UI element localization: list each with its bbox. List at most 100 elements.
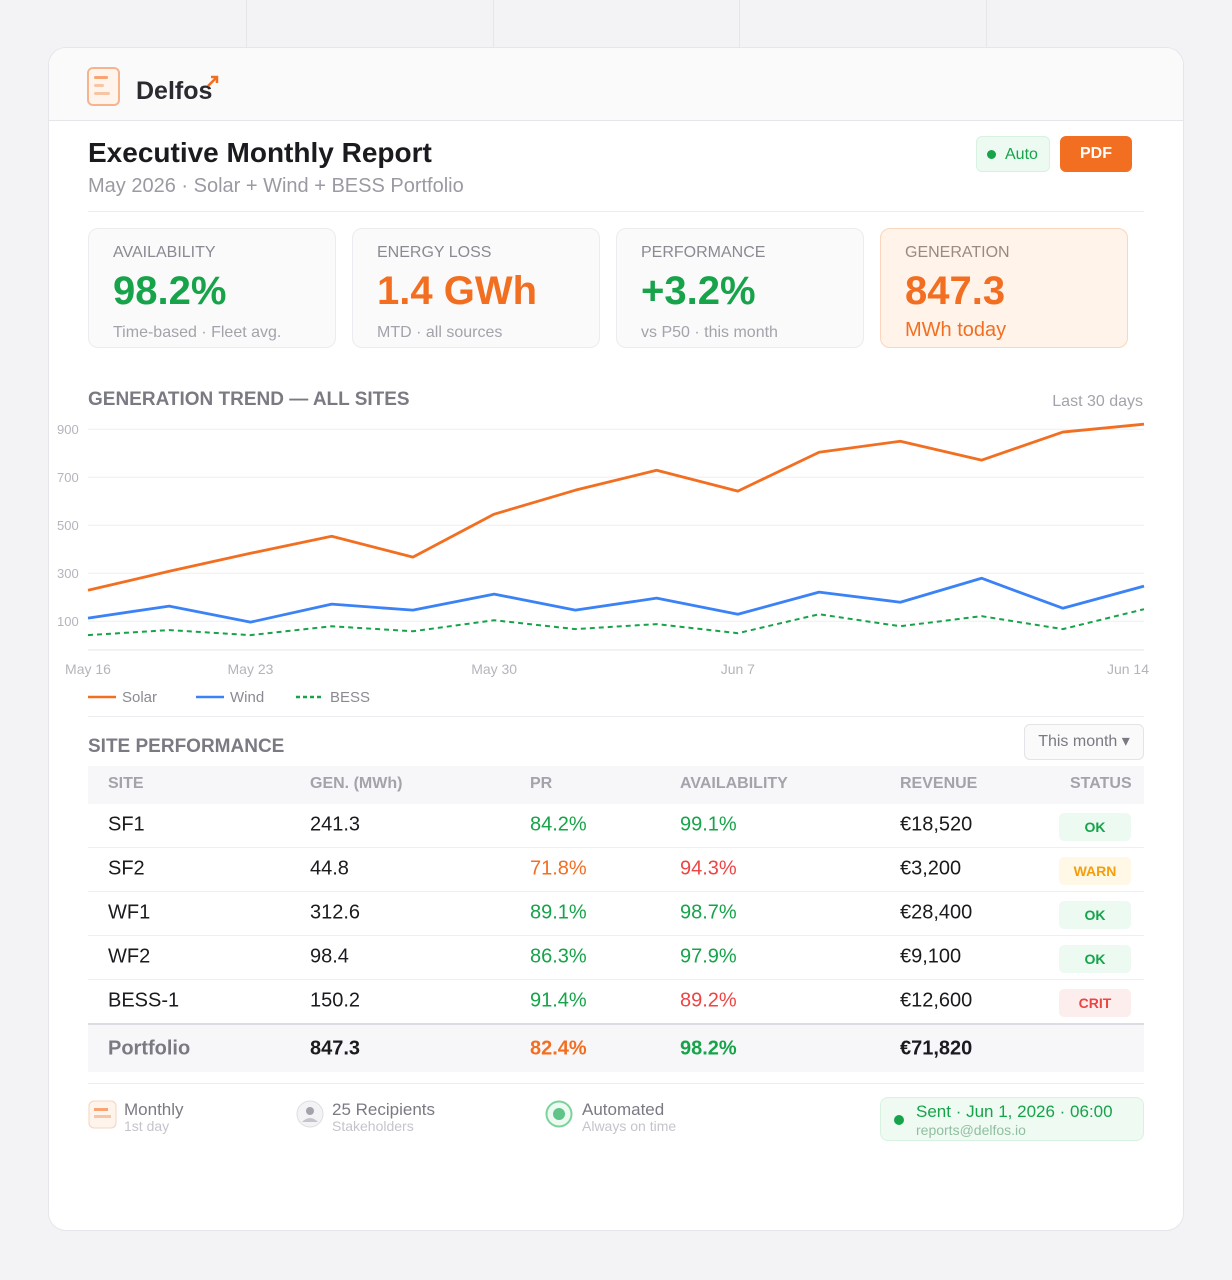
column-header: PR: [530, 775, 553, 792]
sent-box: Sent · Jun 1, 2026 · 06:00 reports@delfos…: [880, 1097, 1144, 1141]
x-tick-label: Jun 7: [721, 661, 755, 677]
status-badge: OK: [1059, 813, 1131, 841]
divider: [88, 716, 1144, 717]
kpi-note: vs P50 · this month: [641, 324, 778, 341]
table-cell: 99.1%: [680, 813, 737, 836]
table-cell: €28,400: [900, 901, 973, 924]
column-header: STATUS: [1070, 775, 1132, 792]
footer-sub: Always on time: [582, 1118, 677, 1134]
logo-icon: [87, 67, 120, 106]
divider: [88, 1083, 1144, 1084]
table-cell: 150.2: [310, 989, 361, 1012]
kpi-label: ENERGY LOSS: [377, 244, 492, 261]
series-line: [87, 422, 1145, 592]
table-cell: WF2: [108, 945, 151, 968]
calendar-icon: [88, 1100, 117, 1129]
total-cell: €71,820: [900, 1037, 973, 1060]
table-cell: 84.2%: [530, 813, 587, 836]
y-tick-label: 700: [57, 470, 79, 485]
total-cell: 98.2%: [680, 1037, 737, 1060]
total-row-bg: [88, 1023, 1144, 1072]
footer-title: Monthly: [124, 1100, 184, 1119]
bg-line: [493, 0, 494, 47]
status-badge: WARN: [1059, 857, 1131, 885]
column-header: REVENUE: [900, 775, 978, 792]
table-title: SITE PERFORMANCE: [88, 736, 285, 757]
table-cell: €12,600: [900, 989, 973, 1012]
brand: Delfos: [136, 77, 213, 105]
row-divider: [88, 935, 1144, 936]
report-title: Executive Monthly Report: [88, 137, 432, 168]
table-cell: WF1: [108, 901, 151, 924]
brand-mark: [207, 75, 219, 87]
total-cell: 82.4%: [530, 1037, 587, 1060]
total-cell: 847.3: [310, 1037, 361, 1060]
bg-line: [246, 0, 247, 47]
row-divider: [88, 847, 1144, 848]
legend-label: BESS: [330, 689, 370, 706]
x-tick-label: May 23: [228, 661, 274, 677]
pdf-button[interactable]: PDF: [1060, 136, 1132, 172]
status-badge: CRIT: [1059, 989, 1131, 1017]
kpi-card: GENERATION 847.3 MWh today: [880, 228, 1128, 348]
series-line: [87, 576, 1145, 624]
series-line: [87, 608, 1145, 637]
table-cell: BESS-1: [108, 989, 180, 1012]
kpi-note: MTD · all sources: [377, 324, 503, 341]
table-cell: 44.8: [310, 857, 349, 880]
column-header: GEN. (MWh): [310, 775, 403, 792]
table-cell: 241.3: [310, 813, 361, 836]
status-badge: OK: [1059, 945, 1131, 973]
table-cell: 312.6: [310, 901, 361, 924]
table-cell: 97.9%: [680, 945, 737, 968]
footer-title: 25 Recipients: [332, 1100, 436, 1119]
kpi-card: ENERGY LOSS 1.4 GWh MTD · all sources: [352, 228, 600, 348]
table-cell: 89.1%: [530, 901, 587, 924]
column-header: AVAILABILITY: [680, 775, 788, 792]
auto-label: Auto: [1005, 146, 1038, 163]
kpi-label: AVAILABILITY: [113, 244, 216, 261]
period-filter[interactable]: This month ▾: [1024, 724, 1144, 760]
bg-line: [739, 0, 740, 47]
legend-label: Solar: [122, 689, 157, 706]
y-tick-label: 100: [57, 614, 79, 629]
y-tick-label: 500: [57, 518, 79, 533]
table-cell: €3,200: [900, 857, 962, 880]
table-cell: €9,100: [900, 945, 962, 968]
table-cell: 94.3%: [680, 857, 737, 880]
report-subtitle: May 2026 · Solar + Wind + BESS Portfolio: [88, 175, 464, 197]
table-cell: 98.7%: [680, 901, 737, 924]
row-divider: [88, 979, 1144, 980]
x-tick-label: May 30: [471, 661, 517, 677]
chart-title: GENERATION TREND — ALL SITES: [88, 389, 410, 410]
auto-badge[interactable]: Auto: [976, 136, 1050, 172]
sent-email: reports@delfos.io: [916, 1122, 1026, 1138]
kpi-card: PERFORMANCE +3.2% vs P50 · this month: [616, 228, 864, 348]
divider: [88, 211, 1144, 212]
kpi-note: Time-based · Fleet avg.: [113, 324, 282, 341]
kpi-value: 98.2%: [113, 269, 227, 313]
table-cell: €18,520: [900, 813, 973, 836]
table-cell: 91.4%: [530, 989, 587, 1012]
total-cell: Portfolio: [108, 1037, 191, 1060]
y-tick-label: 900: [57, 422, 79, 437]
people-icon: [296, 1100, 324, 1128]
kpi-note: MWh today: [905, 319, 1007, 341]
table-cell: 89.2%: [680, 989, 737, 1012]
table-cell: 98.4: [310, 945, 349, 968]
row-divider: [88, 891, 1144, 892]
footer-title: Automated: [582, 1100, 665, 1119]
table-header-bg: [88, 766, 1144, 804]
footer-sub: 1st day: [124, 1118, 170, 1134]
x-tick-label: Jun 14: [1107, 661, 1149, 677]
kpi-value: 847.3: [905, 269, 1006, 313]
column-header: SITE: [108, 775, 144, 792]
kpi-card: AVAILABILITY 98.2% Time-based · Fleet avg.: [88, 228, 336, 348]
status-badge: OK: [1059, 901, 1131, 929]
kpi-label: GENERATION: [905, 244, 1010, 261]
bg-line: [986, 0, 987, 47]
chart-subtitle: Last 30 days: [1052, 393, 1143, 410]
table-cell: SF2: [108, 857, 145, 880]
